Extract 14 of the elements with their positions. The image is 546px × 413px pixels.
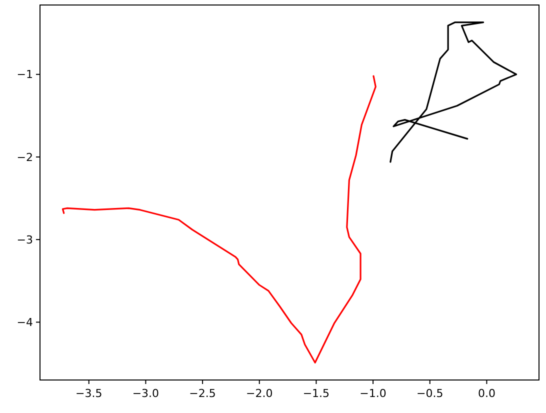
y-tick-label: −1	[16, 68, 33, 82]
x-tick-label: −1.5	[302, 387, 330, 400]
x-tick-label: −2.5	[189, 387, 216, 400]
x-tick-label: −2.0	[246, 387, 273, 400]
y-tick-label: −4	[16, 316, 33, 330]
y-tick-label: −2	[16, 150, 33, 164]
x-tick-label: −3.5	[76, 387, 102, 400]
line-series	[62, 75, 376, 364]
x-tick-label: −0.5	[416, 387, 444, 400]
line-series	[390, 22, 518, 163]
x-tick-label: −1.0	[360, 387, 386, 400]
x-tick-label: 0.0	[478, 387, 496, 400]
x-tick-label: −3.0	[132, 387, 160, 400]
y-tick-label: −3	[16, 233, 33, 246]
